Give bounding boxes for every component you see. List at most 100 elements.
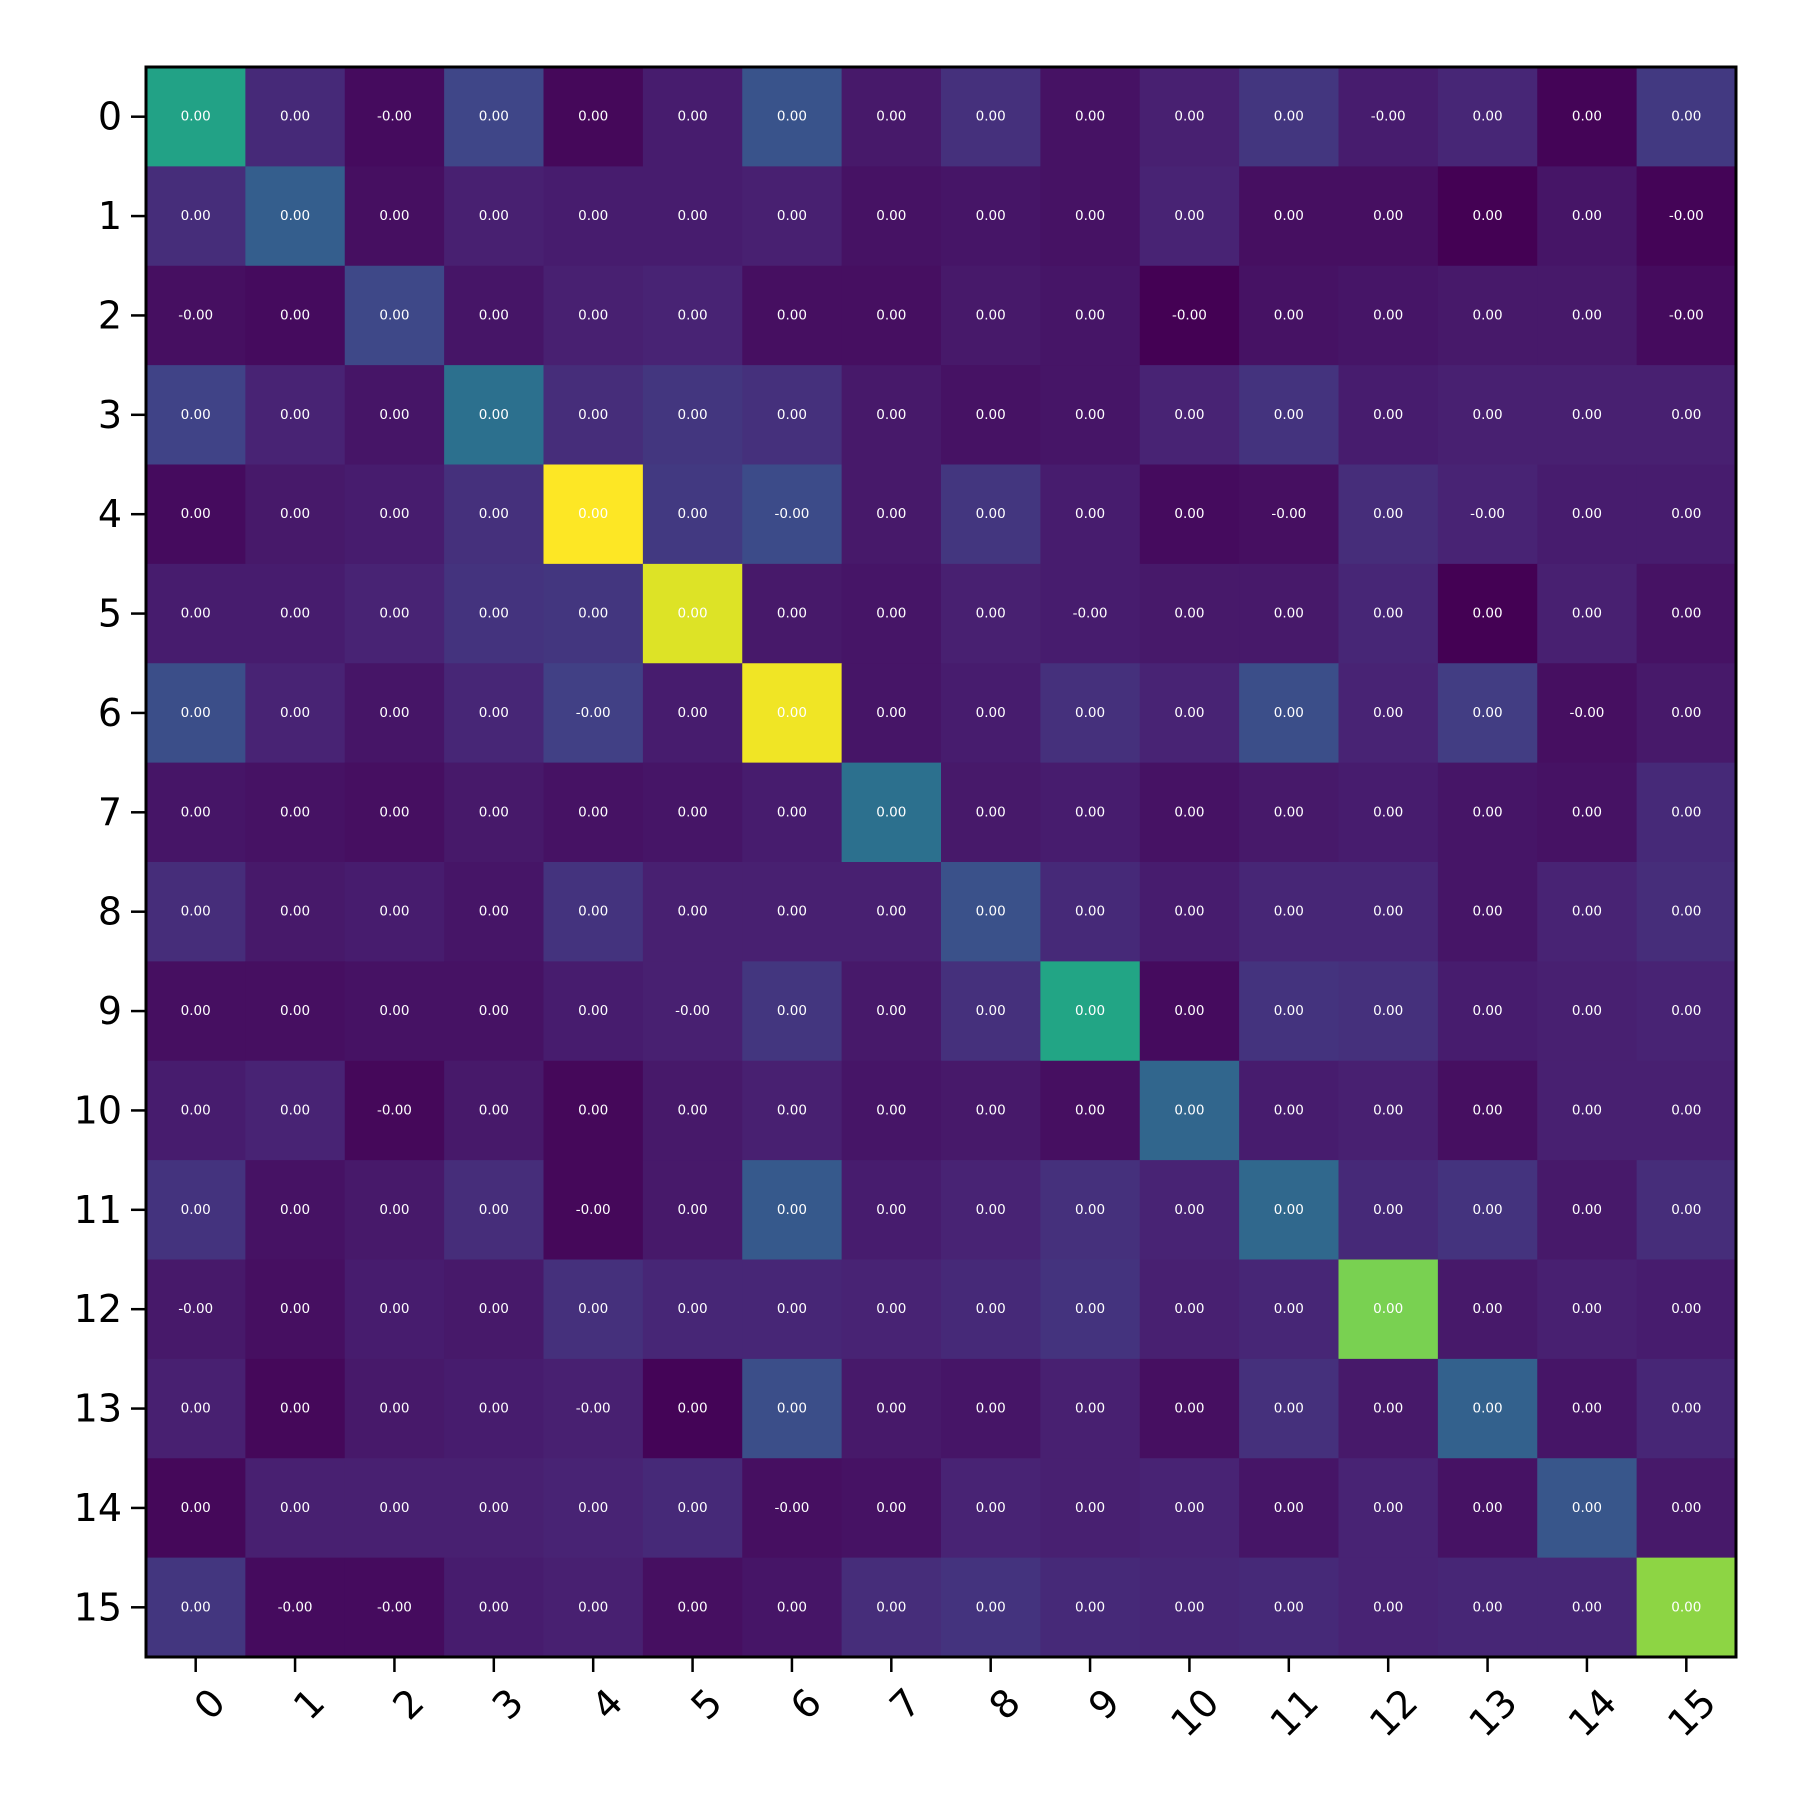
cell-value-label: 0.00 [976, 208, 1006, 224]
heatmap-cell-r14-c2 [344, 1458, 445, 1559]
heatmap-cell-r7-c8 [941, 762, 1041, 863]
cell-value-label: 0.00 [181, 506, 211, 522]
heatmap-cell-r6-c3 [444, 663, 544, 764]
heatmap-cell-r7-c7 [841, 762, 942, 863]
cell-value-label: 0.00 [181, 606, 211, 622]
cell-value-label: 0.00 [1671, 407, 1701, 423]
heatmap-cell-r8-c15 [1636, 862, 1737, 962]
cell-value-label: 0.00 [1671, 1202, 1701, 1218]
cell-value-label: 0.00 [479, 1599, 509, 1615]
y-tick-label: 3 [98, 393, 122, 437]
cell-value-label: 0.00 [976, 1102, 1006, 1118]
cell-value-label: 0.00 [678, 506, 708, 522]
heatmap-cell-r13-c8 [941, 1358, 1041, 1459]
heatmap-cell-r7-c9 [1040, 762, 1141, 863]
cell-value-label: 0.00 [1075, 705, 1105, 721]
cell-value-label: 0.00 [976, 407, 1006, 423]
y-tick-label: 15 [74, 1585, 122, 1629]
heatmap-cell-r5-c8 [941, 563, 1041, 664]
heatmap-cell-r10-c4 [543, 1060, 644, 1161]
heatmap-cell-r9-c2 [344, 961, 445, 1062]
cell-value-label: 0.00 [876, 506, 906, 522]
heatmap-cell-r3-c14 [1537, 365, 1638, 465]
heatmap-cells [146, 67, 1737, 1658]
cell-value-label: 0.00 [678, 705, 708, 721]
cell-value-label: 0.00 [1572, 1401, 1602, 1417]
cell-value-label: 0.00 [181, 208, 211, 224]
cell-value-label: 0.00 [1671, 1301, 1701, 1317]
heatmap-cell-r13-c0 [146, 1358, 246, 1459]
heatmap-cell-r14-c10 [1139, 1458, 1240, 1559]
cell-value-label: 0.00 [1174, 1003, 1204, 1019]
cell-value-label: 0.00 [578, 1301, 608, 1317]
heatmap-cell-r3-c13 [1437, 365, 1538, 465]
cell-value-label: 0.00 [1274, 606, 1304, 622]
cell-value-label: -0.00 [377, 109, 412, 125]
heatmap-cell-r6-c13 [1437, 663, 1538, 764]
heatmap-cell-r14-c3 [444, 1458, 544, 1559]
cell-value-label: 0.00 [678, 1301, 708, 1317]
heatmap-cell-r1-c8 [941, 166, 1041, 267]
cell-value-label: 0.00 [976, 1599, 1006, 1615]
heatmap-cell-r6-c2 [344, 663, 445, 764]
heatmap-cell-r3-c8 [941, 365, 1041, 465]
heatmap-cell-r11-c11 [1239, 1160, 1339, 1260]
cell-value-label: 0.00 [1174, 804, 1204, 820]
cell-value-label: 0.00 [379, 1003, 409, 1019]
cell-value-label: 0.00 [1671, 705, 1701, 721]
heatmap-cell-r12-c7 [841, 1259, 942, 1360]
heatmap-cell-r14-c12 [1338, 1458, 1439, 1559]
cell-value-labels: 0.00 0.00 -0.00 0.00 0.00 0.00 0.00 0.00 0.00 0.0… [178, 109, 1704, 1616]
heatmap-cell-r8-c5 [642, 862, 743, 962]
heatmap-cell-r1-c14 [1537, 166, 1638, 267]
heatmap-cell-r3-c11 [1239, 365, 1339, 465]
heatmap-cell-r7-c3 [444, 762, 544, 863]
heatmap-cell-r12-c1 [245, 1259, 346, 1360]
heatmap-cell-r15-c14 [1537, 1557, 1638, 1658]
heatmap-cell-r0-c9 [1040, 67, 1141, 167]
heatmap-cell-r0-c1 [245, 67, 346, 167]
heatmap-cell-r12-c15 [1636, 1259, 1737, 1360]
heatmap-cell-r5-c9 [1040, 563, 1141, 664]
cell-value-label: 0.00 [578, 506, 608, 522]
cell-value-label: 0.00 [1373, 1102, 1403, 1118]
heatmap-cell-r15-c2 [344, 1557, 445, 1658]
heatmap-cell-r6-c12 [1338, 663, 1439, 764]
cell-value-label: 0.00 [876, 1202, 906, 1218]
heatmap-cell-r4-c10 [1139, 464, 1240, 565]
y-tick-label: 6 [98, 691, 122, 735]
heatmap-cell-r14-c15 [1636, 1458, 1737, 1559]
heatmap-cell-r4-c9 [1040, 464, 1141, 565]
cell-value-label: 0.00 [379, 1202, 409, 1218]
y-tick-label: 14 [74, 1486, 122, 1530]
cell-value-label: 0.00 [578, 1003, 608, 1019]
cell-value-label: 0.00 [1174, 1102, 1204, 1118]
cell-value-label: 0.00 [1075, 1500, 1105, 1516]
heatmap-cell-r13-c4 [543, 1358, 644, 1459]
cell-value-label: 0.00 [876, 1102, 906, 1118]
cell-value-label: 0.00 [1075, 1102, 1105, 1118]
heatmap-cell-r15-c5 [642, 1557, 743, 1658]
cell-value-label: 0.00 [1075, 208, 1105, 224]
heatmap-cell-r4-c2 [344, 464, 445, 565]
heatmap-cell-r10-c3 [444, 1060, 544, 1161]
heatmap-cell-r4-c12 [1338, 464, 1439, 565]
heatmap-cell-r1-c0 [146, 166, 246, 267]
cell-value-label: 0.00 [181, 804, 211, 820]
heatmap-cell-r5-c14 [1537, 563, 1638, 664]
cell-value-label: -0.00 [1669, 208, 1704, 224]
cell-value-label: 0.00 [777, 407, 807, 423]
cell-value-label: 0.00 [1274, 1202, 1304, 1218]
cell-value-label: 0.00 [876, 1599, 906, 1615]
heatmap-cell-r10-c7 [841, 1060, 942, 1161]
cell-value-label: 0.00 [1075, 904, 1105, 920]
cell-value-label: 0.00 [1373, 307, 1403, 323]
cell-value-label: 0.00 [1473, 407, 1503, 423]
heatmap-cell-r9-c4 [543, 961, 644, 1062]
heatmap-cell-r3-c2 [344, 365, 445, 465]
heatmap-cell-r3-c6 [742, 365, 843, 465]
cell-value-label: 0.00 [578, 1500, 608, 1516]
heatmap-cell-r15-c1 [245, 1557, 346, 1658]
